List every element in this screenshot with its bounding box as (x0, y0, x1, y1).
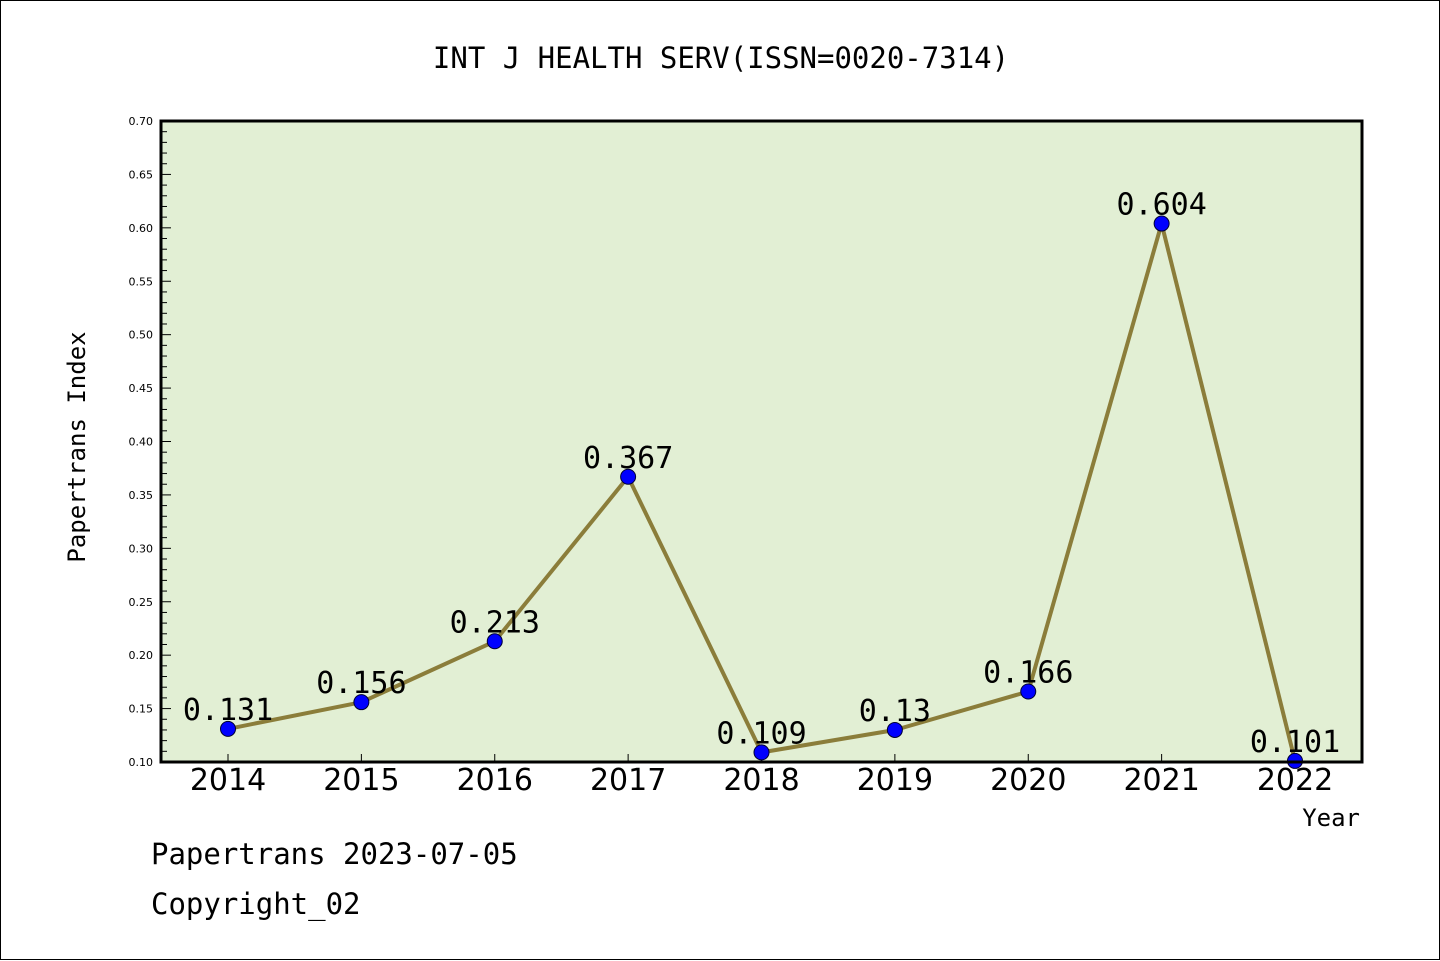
chart-title: INT J HEALTH SERV(ISSN=0020-7314) (433, 41, 1009, 75)
plot-frame (159, 119, 1364, 764)
y-tick-label: 0.60 (129, 222, 154, 235)
data-label: 0.156 (316, 666, 406, 701)
data-label: 0.131 (183, 693, 273, 728)
footer-copyright: Copyright_02 (151, 887, 361, 921)
data-point (220, 720, 236, 737)
data-labels: 0.131 0.156 0.213 0.367 0.109 0.13 0.166 0.604 0… (183, 188, 1340, 760)
data-label: 0.166 (983, 655, 1073, 690)
x-axis-label: Year (1302, 804, 1360, 832)
x-tick-label: 2021 (1123, 763, 1199, 798)
y-tick-label: 0.70 (129, 115, 154, 128)
data-label: 0.367 (583, 441, 673, 476)
x-tick-label: 2019 (857, 763, 933, 798)
x-tick-label: 2017 (590, 763, 666, 798)
data-point (886, 721, 903, 738)
data-point (353, 694, 370, 711)
y-tick-label: 0.65 (129, 168, 154, 181)
data-label: 0.109 (716, 716, 806, 751)
y-axis-ticks: 0.10 0.15 0.20 0.25 0.30 0.35 0.40 0.45 0.50 0.55… (129, 115, 154, 769)
data-label: 0.213 (450, 605, 540, 640)
y-tick-label: 0.30 (129, 542, 154, 555)
data-point (620, 468, 637, 485)
data-point (1153, 215, 1170, 232)
data-label: 0.101 (1250, 725, 1340, 760)
data-points (220, 215, 1303, 769)
y-tick-label: 0.35 (129, 489, 154, 502)
data-point (486, 633, 503, 650)
x-tick-label: 2015 (323, 763, 399, 798)
y-tick-label: 0.25 (129, 596, 154, 609)
data-label: 0.13 (859, 694, 931, 729)
footer-date: Papertrans 2023-07-05 (151, 837, 518, 871)
x-tick-label: 2020 (990, 763, 1066, 798)
data-point (1020, 683, 1037, 700)
y-tick-label: 0.40 (129, 436, 154, 449)
data-point (753, 744, 770, 761)
x-tick-label: 2016 (457, 763, 533, 798)
y-tick-label: 0.20 (129, 649, 154, 662)
y-axis-label: Papertrans Index (63, 331, 91, 562)
data-label: 0.604 (1116, 188, 1206, 223)
x-tick-label: 2018 (723, 763, 799, 798)
y-tick-label: 0.15 (129, 703, 154, 716)
y-tick-label: 0.10 (129, 756, 154, 769)
y-tick-label: 0.55 (129, 275, 154, 288)
y-tick-label: 0.50 (129, 329, 154, 342)
y-tick-label: 0.45 (129, 382, 154, 395)
x-tick-label: 2014 (190, 763, 266, 798)
